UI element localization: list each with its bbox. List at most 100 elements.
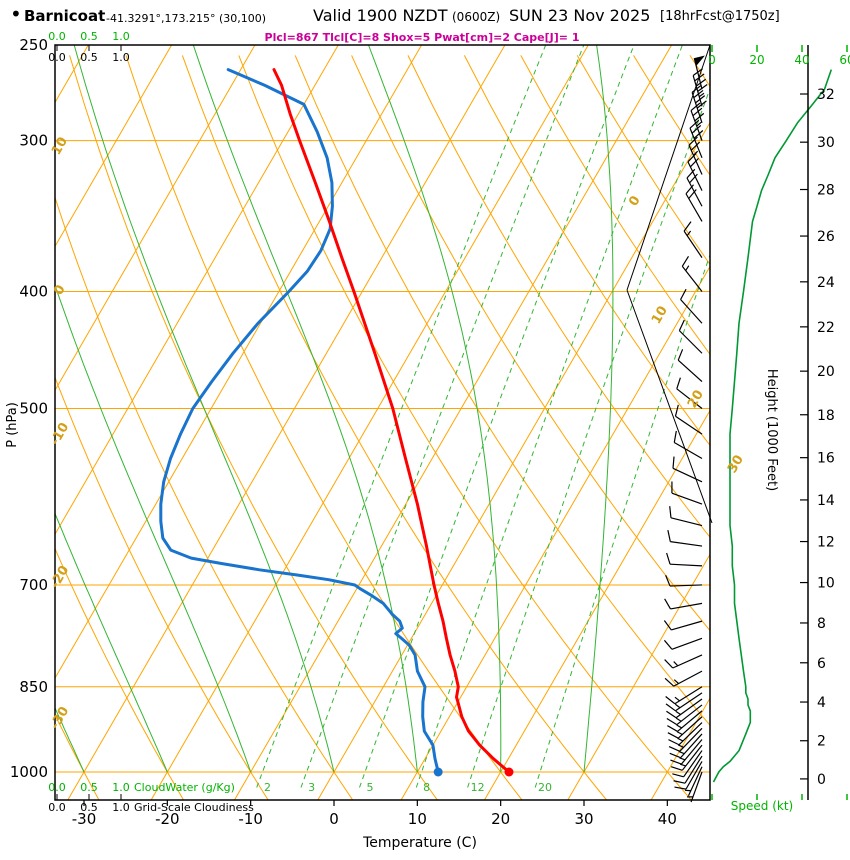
wind-barb: [674, 404, 703, 435]
wind-barb-staff: [681, 265, 703, 292]
wind-barb-full: [690, 102, 701, 112]
valid-date: SUN 23 Nov 2025: [509, 6, 651, 25]
wind-barb-full: [665, 696, 676, 705]
wind-barb-staff: [686, 177, 703, 207]
wind-barb-full: [692, 107, 703, 117]
pressure-tick-label: 1000: [10, 763, 48, 781]
surface-dewpoint-dot: [433, 767, 443, 777]
wind-barb: [688, 136, 703, 175]
height-tick-label: 18: [817, 408, 835, 424]
wind-barb-staff: [676, 388, 703, 409]
wind-barb-full: [664, 677, 675, 687]
wind-barb-full: [669, 506, 672, 518]
isotherm-line: [567, 553, 710, 800]
moist-adiabat-line: [73, 45, 335, 773]
wind-barb: [665, 686, 703, 705]
wind-barb: [681, 256, 703, 292]
wind-barb-staff: [680, 299, 703, 324]
wind-barb-full: [674, 786, 687, 790]
wind-barb-half: [676, 731, 683, 736]
wind-barb: [676, 377, 703, 409]
mixing-ratio-label: 20: [538, 781, 552, 794]
wind-barb-staff: [675, 415, 703, 435]
wind-barb-half: [696, 121, 702, 127]
cloudwater-axis-title: CloudWater (g/Kg): [134, 781, 235, 794]
pressure-tick-label: 700: [19, 576, 48, 594]
wind-barb: [667, 530, 703, 547]
wind-barb: [671, 481, 703, 505]
moist-adiabat-line: [583, 45, 614, 773]
wind-barb-full: [666, 552, 671, 565]
isotherm-label: 10: [649, 304, 671, 327]
wind-barb: [669, 506, 703, 527]
wind-barb: [665, 574, 703, 587]
wind-barb: [666, 698, 703, 719]
wind-barb-full: [683, 221, 692, 232]
wind-barb-full: [685, 184, 694, 195]
valid-utc: (0600Z): [452, 10, 501, 24]
wind-barb-full: [670, 766, 683, 771]
dry-adiabat-line: [55, 375, 269, 800]
isotherm-label: -20: [48, 563, 73, 591]
wind-barb-half: [675, 717, 682, 722]
height-tick-label: 8: [817, 616, 826, 632]
isotherm-line: [55, 45, 339, 536]
dry-adiabat-line: [181, 55, 608, 800]
wind-barb-staff: [672, 467, 703, 483]
isotherm-label: 0: [51, 283, 69, 298]
speed-tick-label: 20: [749, 53, 764, 67]
wind-barb-staff: [670, 563, 703, 567]
wind-barb-full: [693, 130, 704, 139]
wind-barb: [672, 456, 703, 483]
wind-barb-staff: [683, 230, 703, 258]
grid-layer: [55, 45, 850, 800]
speed-tick-label: 60: [839, 53, 850, 67]
wind-barb: [668, 722, 703, 746]
dry-adiabat-line: [520, 55, 710, 356]
mixing-ratio-line: [467, 87, 710, 788]
cloudwater-scale-label-top: 0.5: [80, 30, 98, 43]
wind-barb-half: [674, 696, 680, 702]
wind-barb-full: [690, 141, 701, 151]
cloudiness-axis-title: Grid-Scale Cloudiness: [134, 801, 254, 814]
wind-barb-full: [663, 639, 673, 650]
wind-barb: [683, 221, 703, 258]
station-coords: -41.3291°,173.215° (30,100): [106, 12, 267, 25]
wind-barb-staff: [685, 761, 703, 790]
wind-barb: [673, 755, 703, 784]
wind-barb-full: [666, 717, 678, 726]
height-axis-title: Height (1000 Feet): [764, 369, 779, 491]
cloudiness-scale-label-bottom: 0.5: [80, 801, 98, 814]
speed-tick-label: 0: [708, 53, 716, 67]
wind-barb-full: [663, 620, 672, 631]
wind-barb: [690, 102, 705, 141]
wind-barb-full: [689, 157, 699, 168]
cloudwater-scale-label-bottom: 0.5: [80, 781, 98, 794]
wind-barb-staff: [677, 359, 703, 383]
height-tick-label: 26: [817, 229, 835, 245]
wind-barb-half: [678, 744, 684, 748]
height-tick-label: 12: [817, 535, 835, 551]
station-bullet: •: [10, 2, 22, 26]
wind-barb-full: [665, 574, 671, 587]
height-tick-label: 22: [817, 320, 835, 336]
wind-barb-staff: [671, 637, 703, 650]
temperature-tick-label: 10: [408, 810, 427, 828]
temperature-tick-label: 40: [658, 810, 677, 828]
wind-barb-half: [674, 703, 681, 709]
moist-adiabat-line: [192, 45, 418, 773]
wind-barb-full: [668, 745, 681, 752]
mixing-ratio-label: 2: [264, 781, 271, 794]
cloudiness-scale-label-top: 0.0: [48, 51, 66, 64]
isotherm-line: [55, 45, 423, 680]
temperature-tick-label: -20: [155, 810, 180, 828]
height-tick-label: 10: [817, 576, 835, 592]
mixing-ratio-line: [415, 45, 683, 788]
dry-adiabat-line: [746, 55, 850, 800]
temperature-tick-label: 20: [491, 810, 510, 828]
wind-barb-staff: [670, 541, 703, 547]
wind-barb-full: [678, 319, 685, 331]
dry-adiabat-line: [238, 55, 692, 800]
cloudwater-scale-label-top: 1.0: [112, 30, 130, 43]
temperature-tick-label: 0: [329, 810, 339, 828]
